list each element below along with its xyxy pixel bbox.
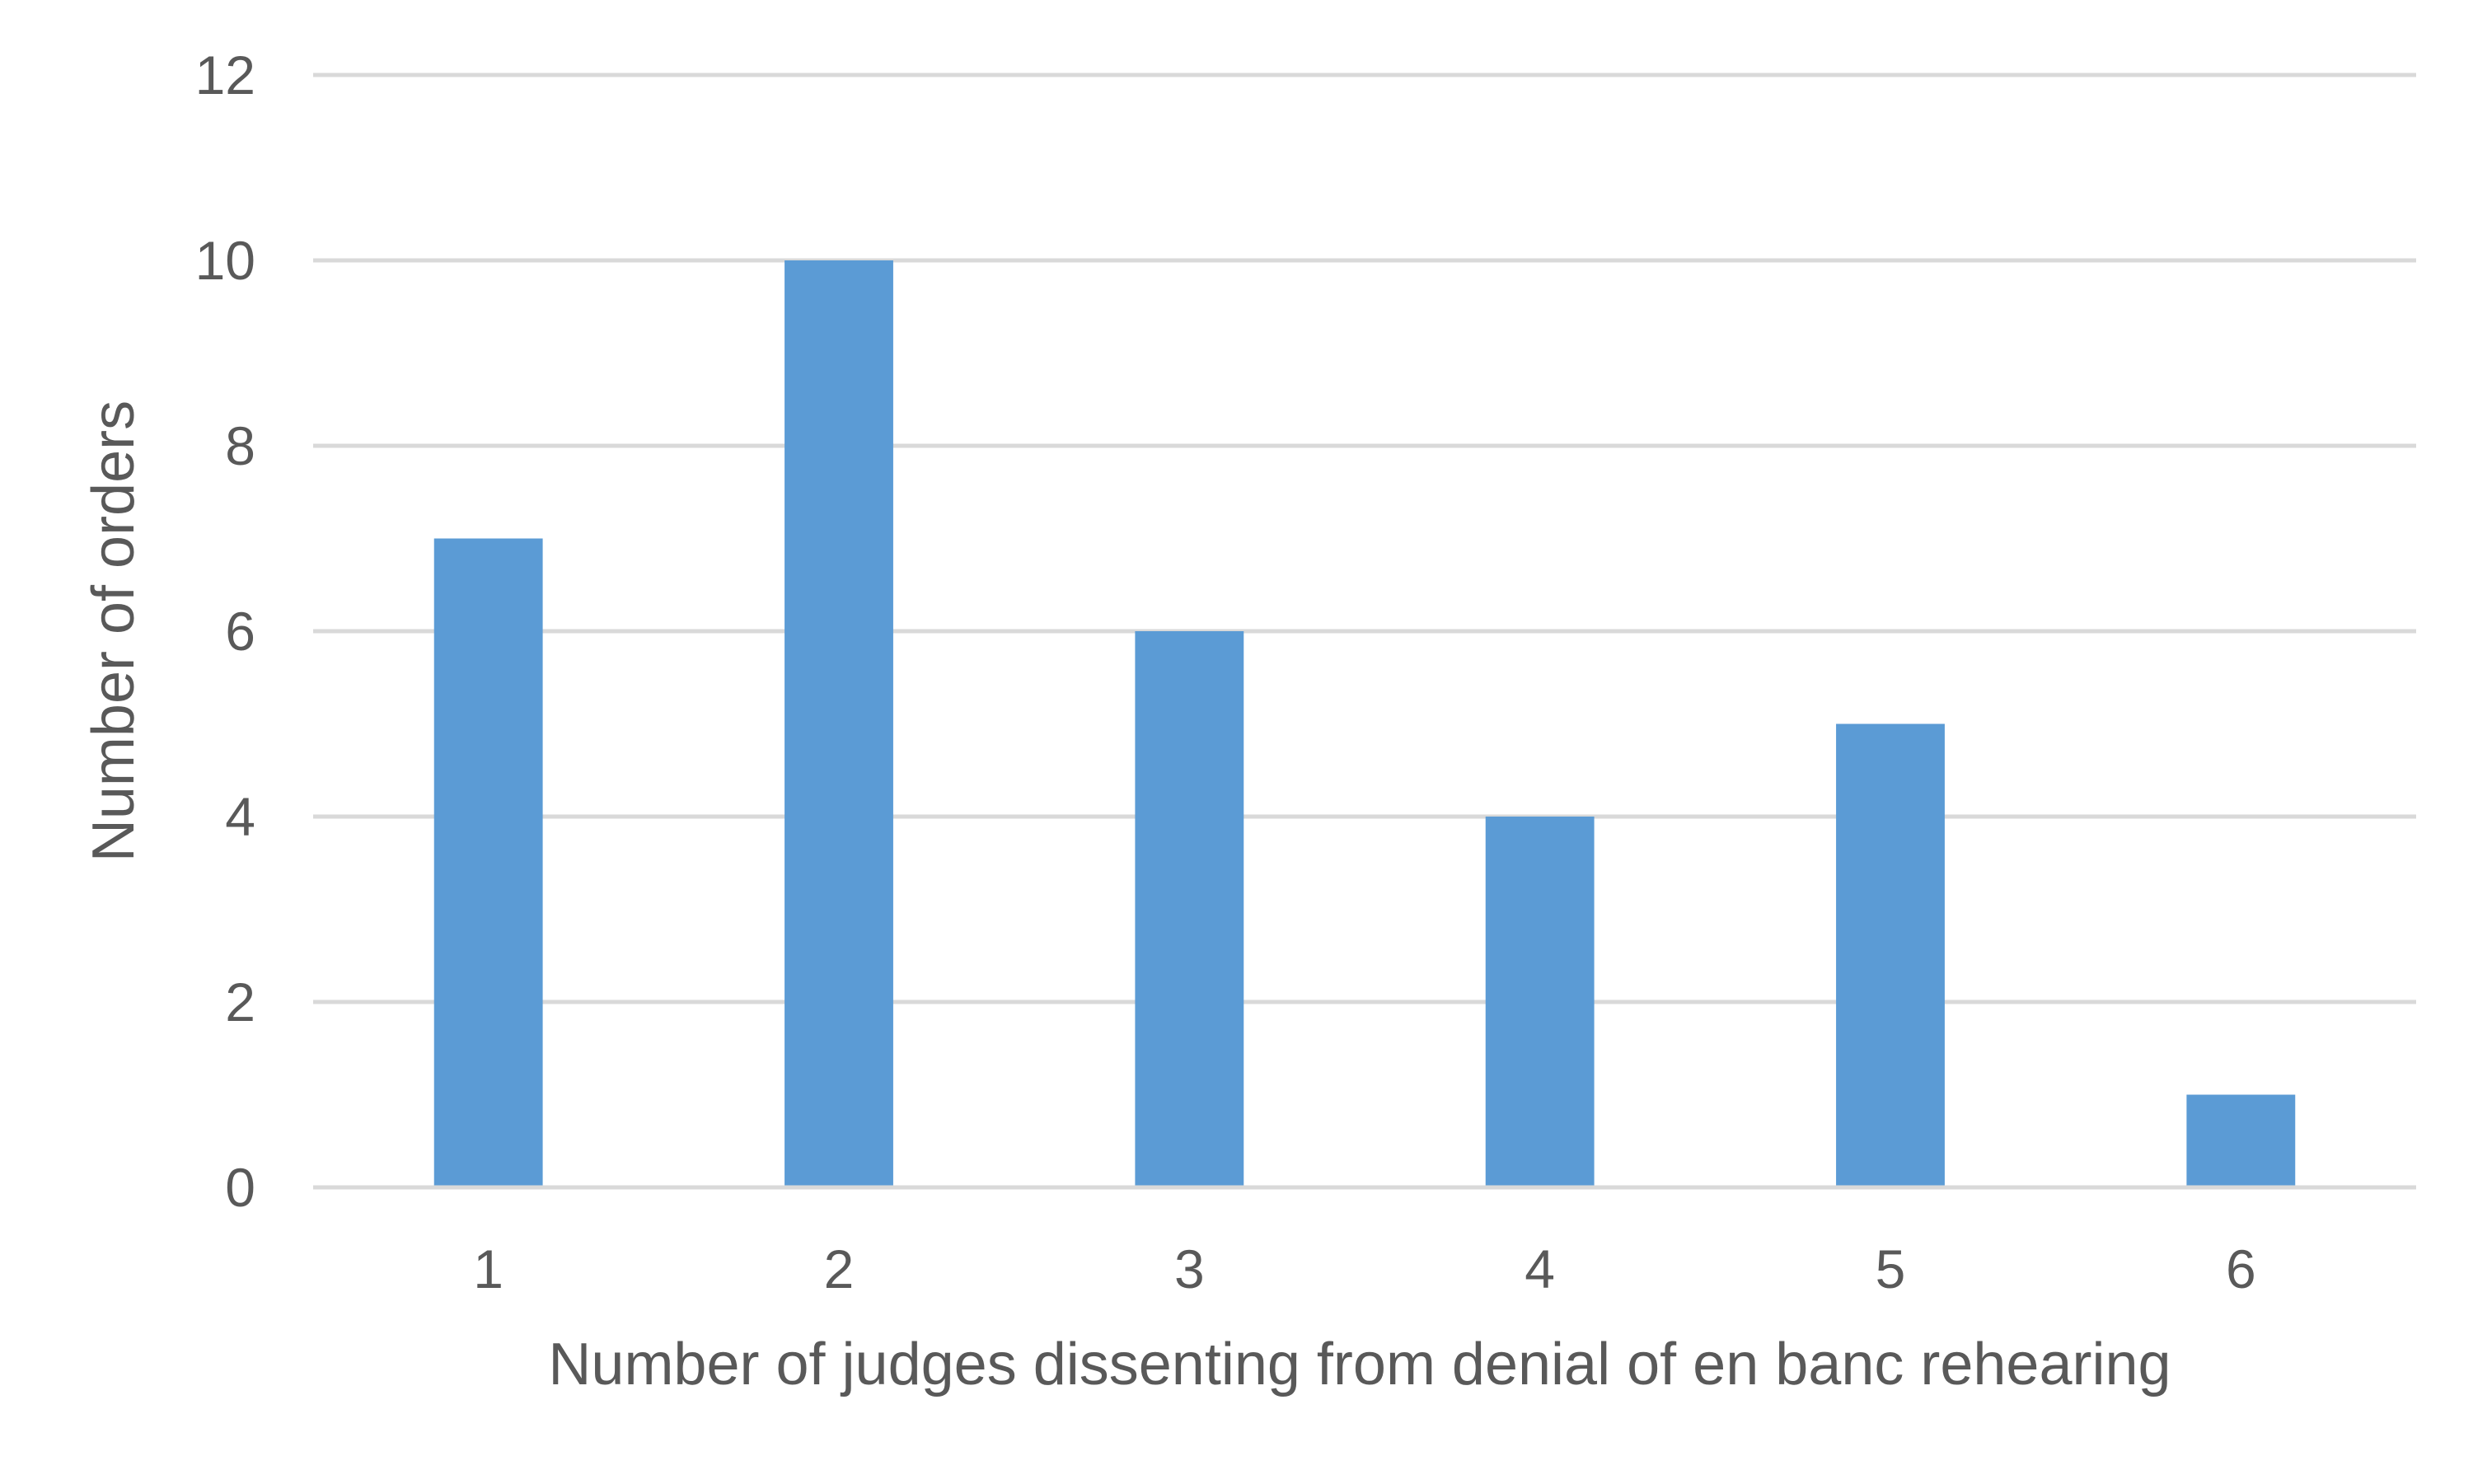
bar <box>2186 1094 2296 1187</box>
y-tick-label: 10 <box>195 230 255 291</box>
bar <box>1836 723 1945 1187</box>
x-tick-label: 5 <box>1876 1238 1906 1299</box>
bar <box>1485 817 1595 1187</box>
bars <box>433 260 2296 1187</box>
bar <box>1135 631 1244 1187</box>
y-axis-tick-labels: 0 2 4 6 8 10 12 <box>195 44 255 1218</box>
x-tick-label: 3 <box>1174 1238 1205 1299</box>
y-axis-title: Number of orders <box>81 400 147 862</box>
y-tick-label: 6 <box>225 601 255 662</box>
bar <box>785 260 893 1187</box>
y-tick-label: 8 <box>225 415 255 476</box>
x-tick-label: 1 <box>473 1238 503 1299</box>
y-tick-label: 0 <box>225 1157 255 1218</box>
bar <box>433 538 543 1187</box>
gridlines <box>313 73 2416 1004</box>
y-tick-label: 4 <box>225 786 255 847</box>
y-tick-label: 2 <box>225 971 255 1032</box>
y-tick-label: 12 <box>195 44 255 105</box>
x-tick-label: 2 <box>824 1238 855 1299</box>
x-axis-tick-labels: 1 2 3 4 5 6 <box>473 1238 2255 1299</box>
x-axis-title: Number of judges dissenting from denial … <box>548 1332 2171 1397</box>
x-tick-label: 4 <box>1525 1238 1555 1299</box>
x-tick-label: 6 <box>2226 1238 2256 1299</box>
